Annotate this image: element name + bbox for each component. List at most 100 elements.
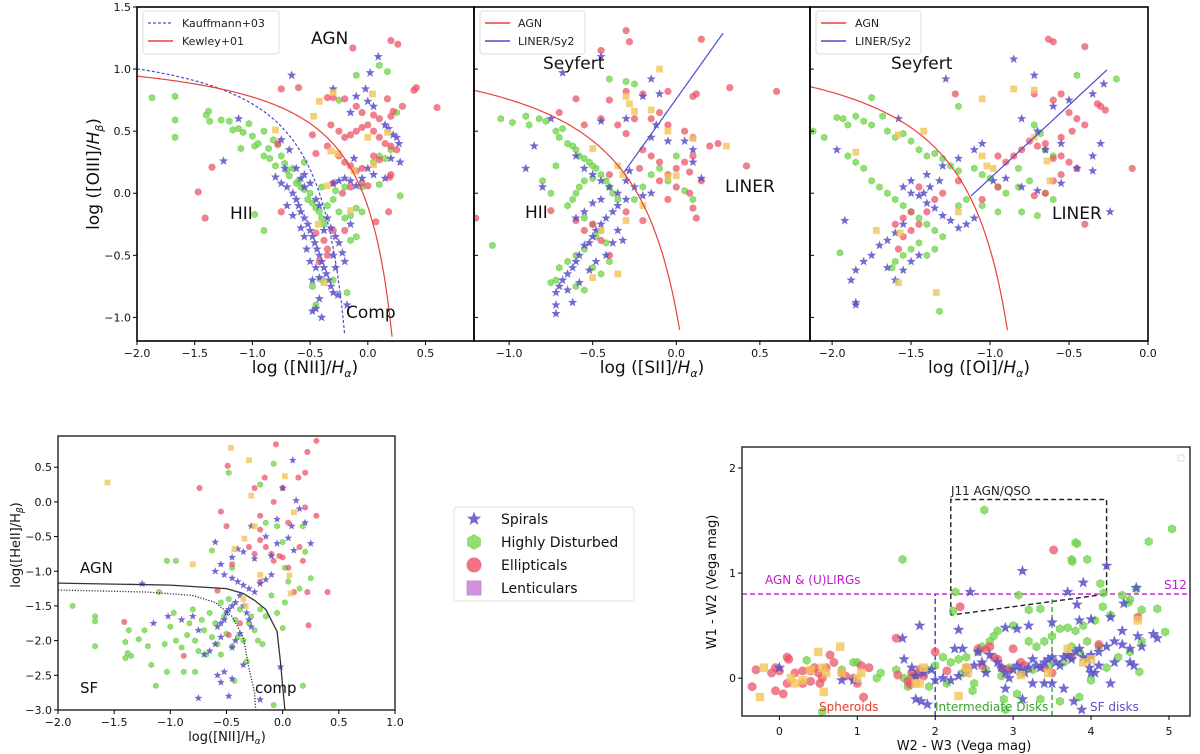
legend-liner-label: LINER/Sy2: [855, 35, 911, 48]
legend-marker-ellipticals: [466, 557, 482, 573]
point-highly-disturbed: [272, 162, 279, 170]
y-tick-label: −3.0: [25, 704, 52, 717]
point-spirals: [1088, 166, 1098, 175]
point-highly-disturbed: [136, 636, 142, 643]
point-spirals: [314, 250, 324, 260]
point-highly-disturbed: [931, 660, 940, 671]
point-spirals: [1030, 659, 1043, 671]
point-spirals: [319, 262, 329, 272]
point-lenticulars: [723, 142, 730, 150]
point-spirals: [896, 632, 909, 644]
point-spirals: [1048, 101, 1058, 111]
point-spirals: [307, 306, 318, 316]
point-spirals: [317, 256, 327, 266]
point-ellipticals: [323, 245, 332, 253]
point-ellipticals: [899, 214, 907, 222]
point-lenticulars: [962, 663, 971, 672]
point-spirals: [964, 585, 977, 597]
point-highly-disturbed: [239, 128, 247, 137]
point-highly-disturbed: [286, 172, 293, 180]
point-ellipticals: [1030, 192, 1038, 200]
point-lenticulars: [327, 147, 335, 155]
point-highly-disturbed: [1073, 539, 1082, 549]
point-highly-disturbed: [868, 121, 875, 129]
point-ellipticals: [985, 642, 995, 652]
point-spirals: [1073, 642, 1086, 654]
point-ellipticals: [270, 557, 277, 564]
point-highly-disturbed: [279, 624, 286, 632]
point-highly-disturbed: [884, 189, 891, 197]
point-highly-disturbed: [1118, 590, 1127, 600]
point-ellipticals: [294, 84, 303, 92]
point-ellipticals: [1065, 158, 1073, 166]
point-spirals: [1085, 649, 1097, 660]
point-spirals: [1105, 207, 1115, 216]
point-spirals: [380, 120, 390, 129]
point-lenticulars: [798, 676, 808, 685]
bpt-sii-xlabel: log ([SII]/Hα): [600, 358, 704, 380]
point-ellipticals: [262, 543, 269, 551]
point-highly-disturbed: [1032, 642, 1041, 652]
point-spirals: [363, 96, 373, 106]
point-spirals: [773, 661, 786, 673]
point-spirals: [1085, 613, 1097, 625]
point-spirals: [388, 130, 398, 139]
point-spirals: [299, 182, 309, 191]
point-ellipticals: [313, 512, 320, 519]
point-ellipticals: [341, 95, 349, 103]
point-spirals: [551, 287, 561, 297]
point-ellipticals: [225, 632, 232, 639]
point-spirals: [937, 672, 949, 684]
point-ellipticals: [907, 226, 915, 235]
point-spirals: [618, 235, 628, 245]
point-lenticulars: [821, 668, 831, 678]
point-spirals: [351, 91, 361, 101]
point-spirals: [278, 483, 287, 492]
point-ellipticals: [742, 162, 751, 170]
point-ellipticals: [942, 666, 952, 676]
point-spirals: [591, 256, 601, 266]
point-spirals: [922, 198, 932, 208]
point-spirals: [296, 173, 306, 183]
y-tick-label: −2.0: [25, 635, 52, 648]
point-spirals: [273, 515, 281, 523]
x-tick-label: 3: [1010, 725, 1017, 738]
point-lenticulars: [248, 492, 255, 499]
point-ellipticals: [251, 484, 258, 492]
point-spirals: [288, 188, 298, 198]
point-spirals: [952, 670, 965, 681]
point-ellipticals: [375, 133, 383, 141]
point-spirals: [194, 694, 203, 702]
point-spirals: [629, 182, 640, 191]
point-ellipticals: [352, 127, 360, 135]
region-label-hii: HII: [525, 203, 548, 223]
wise-frame: [741, 446, 1191, 717]
point-highly-disturbed: [353, 71, 360, 80]
point-spirals: [1038, 677, 1051, 689]
point-spirals: [624, 166, 635, 175]
point-spirals: [261, 575, 270, 583]
point-ellipticals: [597, 46, 605, 55]
point-lenticulars: [664, 173, 672, 181]
point-lenticulars: [310, 112, 317, 120]
point-spirals: [574, 277, 584, 287]
point-ellipticals: [272, 441, 279, 448]
label-s12: S12: [1164, 578, 1187, 592]
point-spirals: [968, 659, 980, 671]
point-spirals: [307, 231, 318, 241]
point-ellipticals: [639, 216, 647, 225]
point-lenticulars: [989, 165, 997, 172]
point-spirals: [1026, 677, 1039, 689]
point-spirals: [1116, 638, 1128, 650]
point-highly-disturbed: [92, 617, 98, 625]
x-tick-label: 1.0: [386, 716, 404, 729]
point-spirals: [956, 642, 969, 654]
point-highly-disturbed: [559, 124, 566, 133]
point-ellipticals: [313, 437, 320, 444]
point-spirals: [972, 645, 984, 657]
point-highly-disturbed: [802, 655, 811, 665]
shared-legend: Spirals Highly Disturbed Ellipticals Len…: [453, 506, 635, 602]
point-highly-disturbed: [329, 276, 337, 284]
point-spirals: [303, 219, 313, 229]
point-highly-disturbed: [1083, 554, 1092, 565]
